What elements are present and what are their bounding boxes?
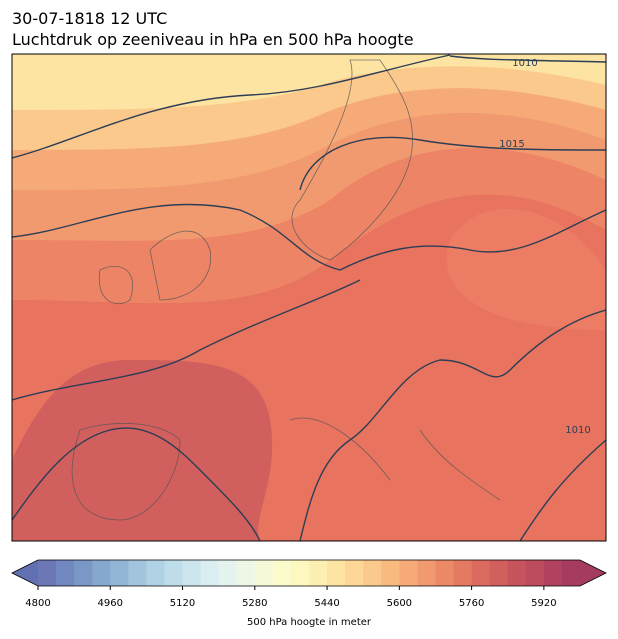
colorbar-segment — [417, 560, 436, 586]
colorbar-segment — [218, 560, 238, 586]
colorbar-over — [580, 560, 606, 586]
colorbar-segment — [363, 560, 382, 586]
colorbar-tick-label: 4960 — [98, 598, 123, 609]
subtitle: Luchtdruk op zeeniveau in hPa en 500 hPa… — [12, 30, 414, 49]
colorbar-segment — [489, 560, 509, 586]
contour-label: 1015 — [499, 139, 524, 150]
colorbar-segment — [435, 560, 455, 586]
colorbar-segment — [92, 560, 111, 586]
colorbar-segment — [561, 560, 581, 586]
colorbar-segment — [182, 560, 202, 586]
colorbar-segment — [471, 560, 491, 586]
colorbar-tick-label: 5440 — [314, 598, 339, 609]
colorbar-segment — [38, 560, 57, 586]
colorbar-segment — [543, 560, 563, 586]
colorbar-segment — [110, 560, 129, 586]
colorbar-tick-label: 5920 — [531, 598, 556, 609]
colorbar-tick-label: 4800 — [25, 598, 50, 609]
colorbar-segment — [272, 560, 292, 586]
title: 30-07-1818 12 UTC — [12, 9, 167, 28]
colorbar-segment — [345, 560, 364, 586]
colorbar-tick-label: 5760 — [459, 598, 484, 609]
colorbar-segment — [146, 560, 165, 586]
colorbar-label: 500 hPa hoogte in meter — [247, 617, 372, 628]
contour-label: 1010 — [512, 58, 537, 69]
colorbar-segment — [254, 560, 274, 586]
colorbar-segment — [309, 560, 328, 586]
colorbar-segment — [200, 560, 220, 586]
contour-label: 1010 — [565, 425, 590, 436]
colorbar-segment — [290, 560, 310, 586]
colorbar-tick-label: 5280 — [242, 598, 267, 609]
colorbar-tick-label: 5600 — [387, 598, 412, 609]
colorbar-segment — [381, 560, 400, 586]
colorbar-segment — [525, 560, 545, 586]
colorbar-segment — [164, 560, 184, 586]
colorbar-segment — [236, 560, 256, 586]
map — [12, 54, 606, 541]
colorbar-segment — [453, 560, 473, 586]
colorbar-segment — [74, 560, 93, 586]
colorbar-segment — [327, 560, 346, 586]
colorbar-segment — [507, 560, 527, 586]
colorbar-under — [12, 560, 38, 586]
colorbar-segment — [128, 560, 147, 586]
colorbar-tick-label: 5120 — [170, 598, 195, 609]
map-frame — [11, 53, 607, 542]
colorbar-segment — [56, 560, 75, 586]
colorbar-segment — [399, 560, 418, 586]
